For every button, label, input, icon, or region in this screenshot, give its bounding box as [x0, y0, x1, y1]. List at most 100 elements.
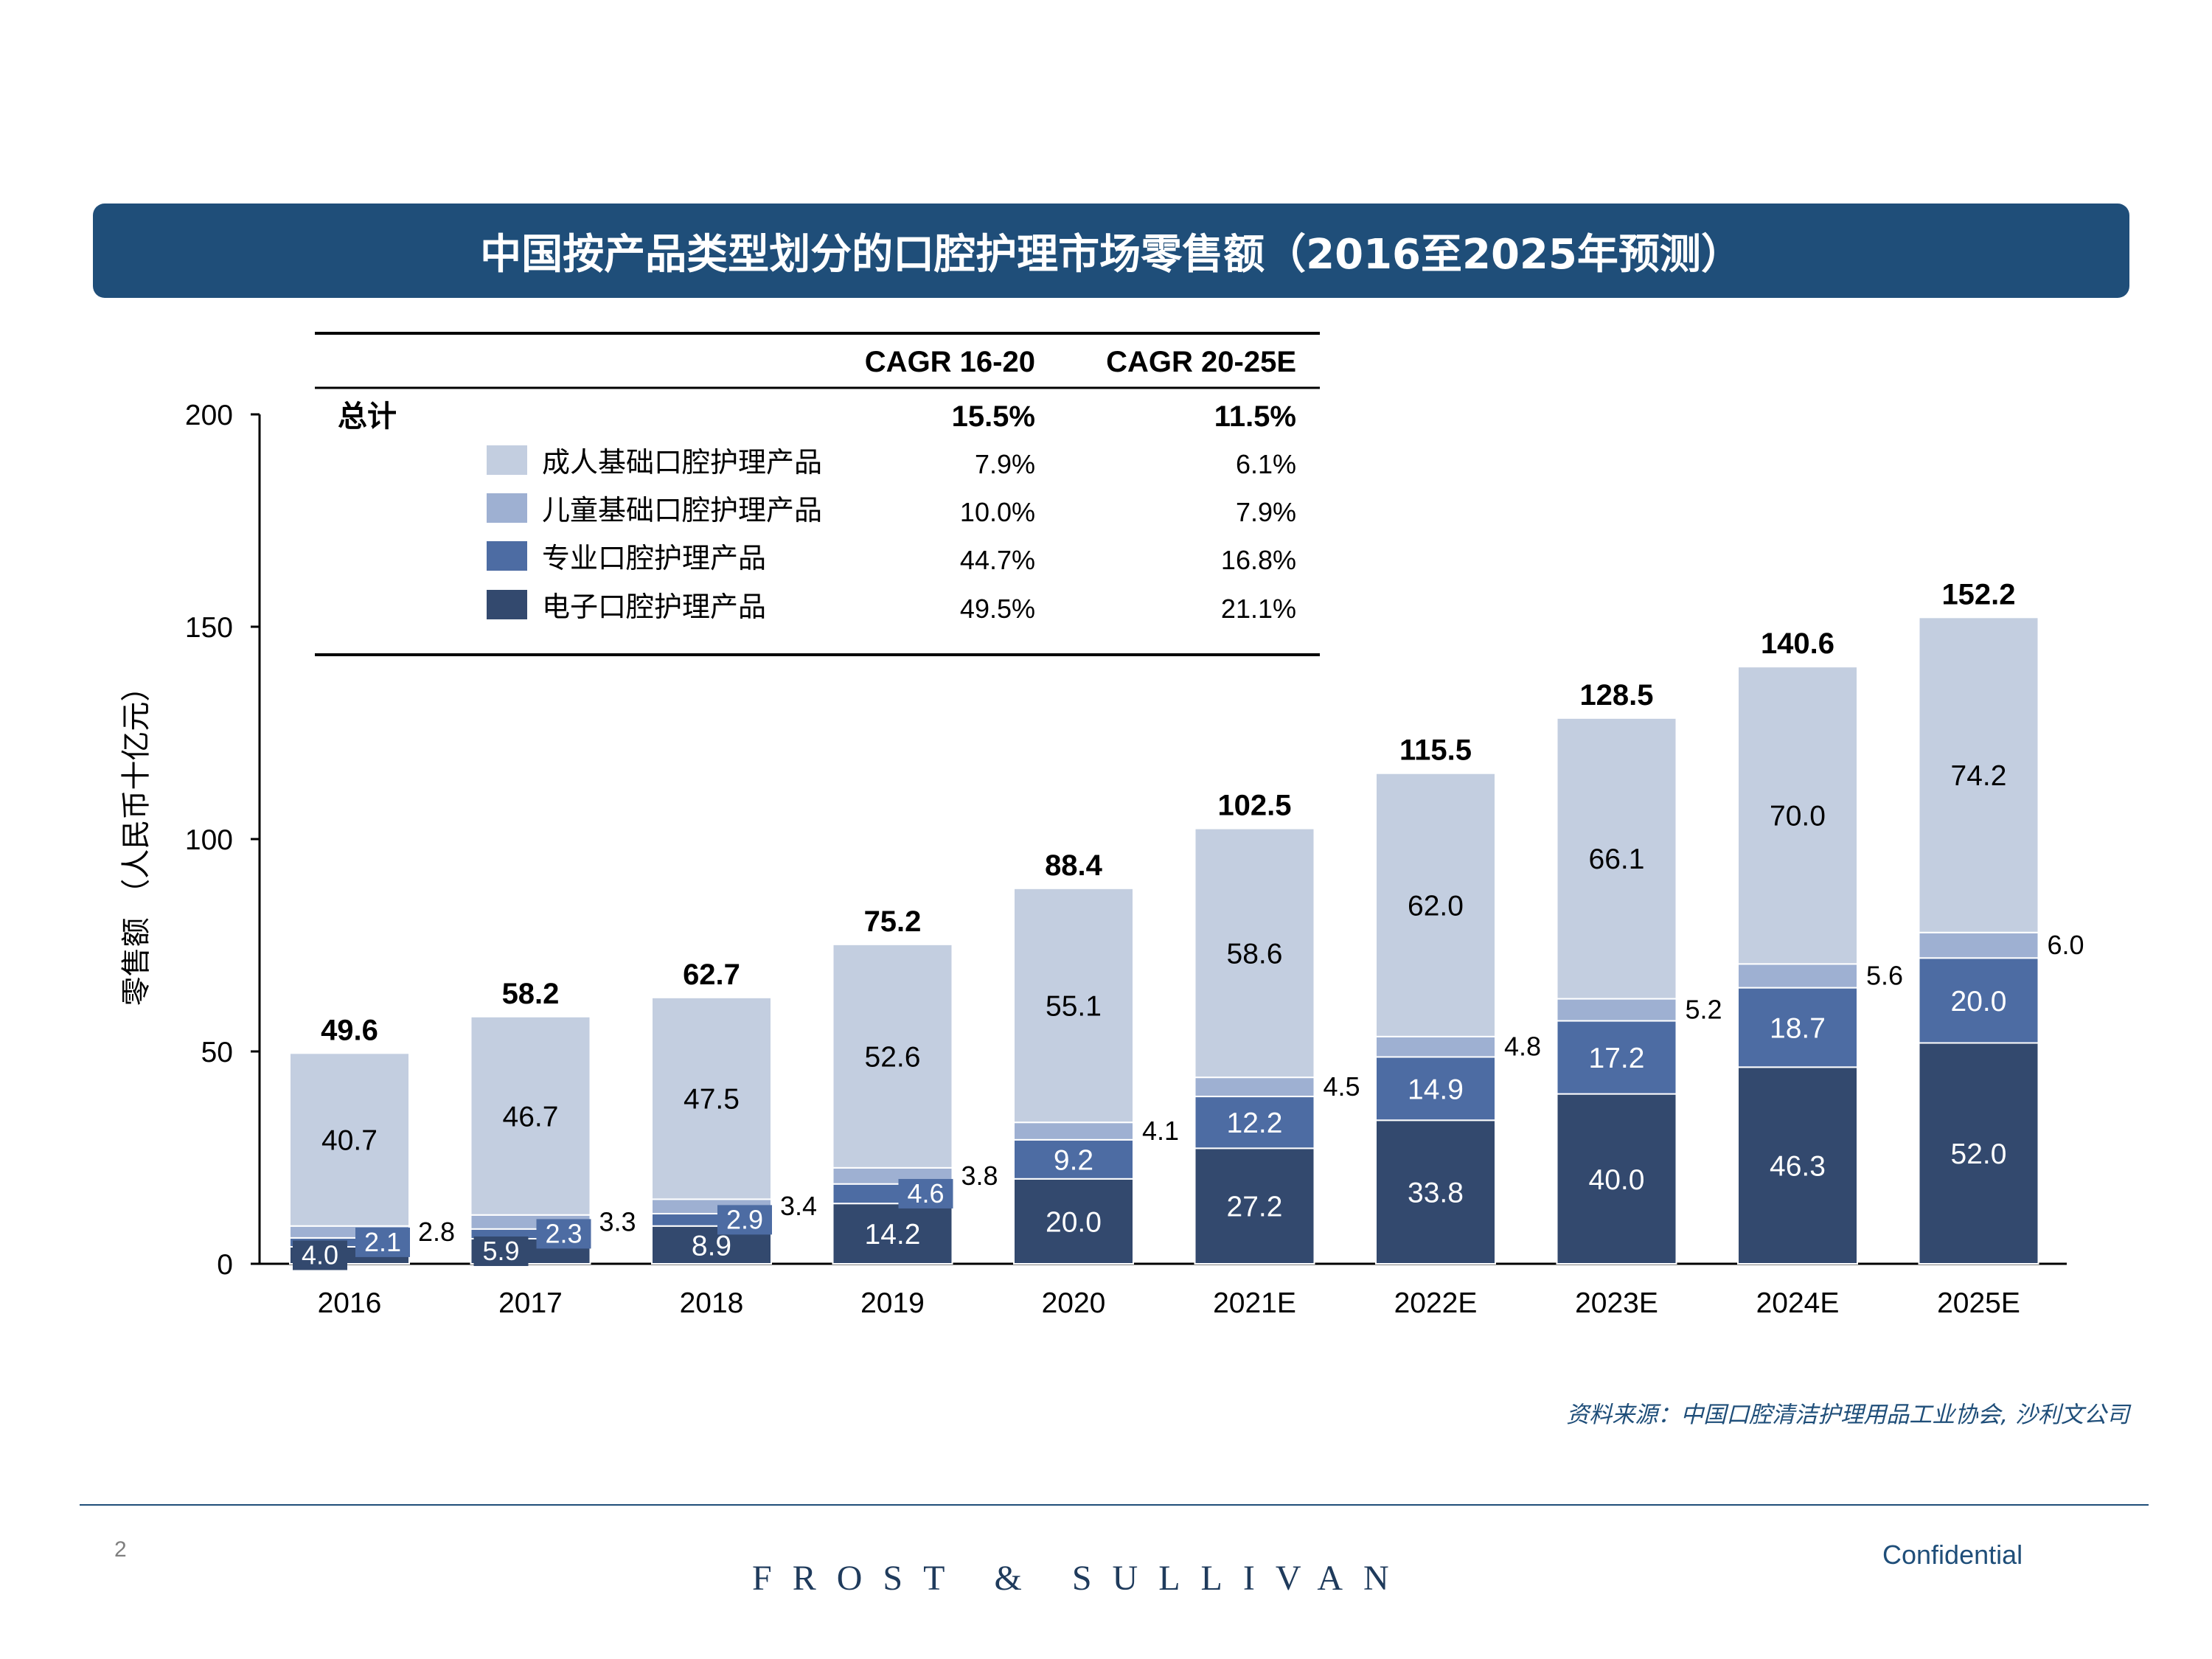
cagr-value: 44.7% — [960, 545, 1035, 575]
bar-segment-adult-basic — [1013, 887, 1134, 1124]
x-tick-label: 2024E — [1756, 1287, 1840, 1319]
y-tick-label: 100 — [185, 824, 233, 856]
cagr-value: 7.9% — [975, 449, 1035, 479]
bar-segment-child-basic — [1737, 963, 1858, 989]
data-label-professional: 9.2 — [1054, 1144, 1093, 1176]
total-label: 140.6 — [1761, 627, 1834, 660]
legend-label: 成人基础口腔护理产品 — [542, 446, 822, 479]
legend-label: 专业口腔护理产品 — [542, 542, 766, 574]
cagr-row-label: 总计 — [338, 400, 397, 434]
bar-segment-adult-basic — [1194, 827, 1315, 1079]
data-label-electric: 52.0 — [1951, 1138, 2007, 1170]
data-label-child-basic: 4.1 — [1142, 1116, 1179, 1146]
cagr-value: 16.8% — [1221, 545, 1296, 575]
bar-segment-professional — [1737, 987, 1858, 1068]
bar-segment-electric — [1918, 1042, 2039, 1265]
data-label-child-basic: 3.4 — [780, 1191, 817, 1221]
data-label-professional: 2.3 — [545, 1218, 582, 1248]
cagr-value: 7.9% — [1236, 497, 1296, 527]
data-label-professional: 20.0 — [1951, 986, 2007, 1018]
data-label-box — [717, 1205, 772, 1235]
cagr-header: CAGR 20-25E — [1106, 346, 1296, 378]
data-label-electric: 8.9 — [692, 1230, 731, 1262]
bar-segment-adult-basic — [1737, 666, 1858, 965]
total-label: 58.2 — [502, 978, 560, 1010]
total-label: 152.2 — [1941, 578, 2015, 611]
data-label-professional: 14.9 — [1408, 1074, 1464, 1105]
bar-segment-child-basic — [1194, 1077, 1315, 1098]
bar-segment-adult-basic — [1918, 616, 2039, 933]
bar-segment-child-basic — [1013, 1121, 1134, 1141]
data-label-child-basic: 5.2 — [1685, 995, 1722, 1025]
data-label-box — [293, 1240, 347, 1270]
total-label: 115.5 — [1399, 734, 1472, 767]
data-label-professional: 2.1 — [364, 1227, 401, 1257]
data-label-adult-basic: 74.2 — [1951, 760, 2007, 792]
cagr-value: 21.1% — [1221, 594, 1296, 624]
x-tick-label: 2021E — [1213, 1287, 1296, 1319]
x-tick-label: 2022E — [1394, 1287, 1478, 1319]
bar-segment-professional — [1556, 1020, 1677, 1095]
legend-swatch — [487, 541, 527, 571]
page-title: 中国按产品类型划分的口腔护理市场零售额（2016至2025年预测） — [480, 230, 1742, 279]
data-label-child-basic: 3.8 — [961, 1161, 998, 1191]
bar-segment-professional — [1375, 1056, 1496, 1121]
data-label-electric: 27.2 — [1227, 1192, 1283, 1223]
data-label-electric: 4.0 — [302, 1239, 338, 1270]
legend-swatch — [487, 590, 527, 619]
data-label-child-basic: 2.8 — [418, 1217, 455, 1247]
x-tick-label: 2025E — [1937, 1287, 2020, 1319]
source-note: 资料来源：中国口腔清洁护理用品工业协会, 沙利文公司 — [1566, 1402, 2129, 1428]
total-label: 88.4 — [1045, 849, 1103, 882]
data-label-adult-basic: 66.1 — [1589, 844, 1645, 875]
data-label-electric: 5.9 — [482, 1236, 519, 1266]
brand-logo: FROST & SULLIVAN — [752, 1559, 1410, 1598]
x-tick-label: 2016 — [318, 1287, 382, 1319]
data-label-child-basic: 4.5 — [1323, 1071, 1360, 1102]
y-tick-label: 200 — [185, 400, 233, 431]
legend-label: 电子口腔护理产品 — [542, 591, 766, 623]
total-label: 75.2 — [864, 905, 922, 938]
data-label-adult-basic: 55.1 — [1046, 991, 1102, 1023]
data-label-professional: 17.2 — [1589, 1043, 1645, 1074]
total-label: 49.6 — [321, 1014, 378, 1046]
data-label-electric: 40.0 — [1589, 1164, 1645, 1196]
data-label-adult-basic: 62.0 — [1408, 890, 1464, 922]
data-label-box — [473, 1237, 529, 1267]
data-label-professional: 18.7 — [1770, 1012, 1826, 1044]
data-label-electric: 14.2 — [865, 1219, 921, 1251]
cagr-value: 49.5% — [960, 594, 1035, 624]
bar-segment-adult-basic — [1375, 772, 1496, 1037]
bar-segment-professional — [1918, 957, 2039, 1044]
footer-divider — [80, 1504, 2149, 1506]
cagr-value: 10.0% — [960, 497, 1035, 527]
data-label-electric: 46.3 — [1770, 1151, 1826, 1183]
x-tick-label: 2020 — [1042, 1287, 1106, 1319]
data-label-child-basic: 5.6 — [1866, 960, 1903, 990]
bar-segment-adult-basic — [1556, 717, 1677, 1000]
cagr-value: 6.1% — [1236, 449, 1296, 479]
bar-segment-child-basic — [1375, 1035, 1496, 1058]
y-tick-label: 50 — [201, 1037, 233, 1068]
total-label: 128.5 — [1579, 679, 1653, 712]
y-tick-label: 0 — [217, 1249, 233, 1281]
bar-segment-electric — [1375, 1119, 1496, 1265]
legend-swatch — [487, 445, 527, 475]
x-tick-label: 2023E — [1575, 1287, 1658, 1319]
bar-segment-child-basic — [1556, 998, 1677, 1022]
confidential-label: Confidential — [1882, 1540, 2023, 1570]
cagr-value: 11.5% — [1214, 400, 1296, 433]
x-tick-label: 2017 — [498, 1287, 563, 1319]
y-tick-label: 150 — [185, 612, 233, 644]
data-label-child-basic: 3.3 — [599, 1206, 636, 1237]
bar-segment-adult-basic — [470, 1015, 591, 1216]
title-bar: 中国按产品类型划分的口腔护理市场零售额（2016至2025年预测） — [93, 204, 2129, 298]
cagr-header: CAGR 16-20 — [865, 346, 1035, 378]
legend-label: 儿童基础口腔护理产品 — [542, 494, 822, 526]
data-label-professional: 4.6 — [907, 1178, 944, 1208]
data-label-professional: 12.2 — [1227, 1107, 1283, 1139]
x-tick-label: 2018 — [680, 1287, 744, 1319]
bar-segment-electric — [1556, 1093, 1677, 1265]
data-label-adult-basic: 47.5 — [684, 1084, 740, 1116]
